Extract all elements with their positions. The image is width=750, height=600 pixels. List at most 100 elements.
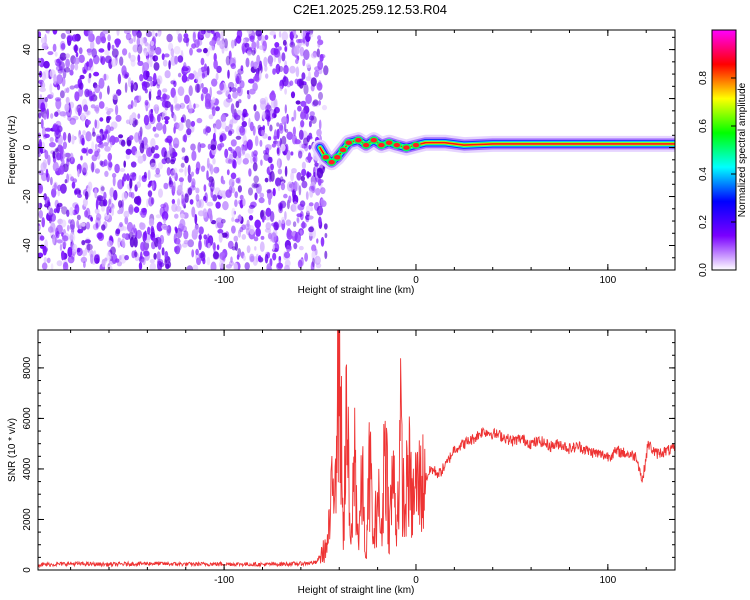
noise-speck: [128, 204, 134, 215]
noise-speck: [109, 126, 114, 132]
colorbar-tick-label: 0.2: [698, 215, 709, 229]
noise-speck: [225, 97, 233, 103]
noise-speck: [249, 121, 254, 132]
noise-speck: [140, 251, 143, 262]
noise-speck: [62, 131, 67, 141]
colorbar-tick-label: 0.4: [698, 167, 709, 181]
noise-speck: [95, 213, 102, 221]
noise-speck: [273, 221, 279, 231]
noise-speck: [100, 36, 107, 44]
noise-speck: [264, 34, 269, 41]
x-tick-label: 100: [600, 575, 617, 586]
noise-speck: [47, 205, 53, 216]
noise-speck: [292, 221, 297, 228]
noise-speck: [103, 191, 107, 200]
noise-speck: [66, 209, 70, 217]
noise-speck: [40, 162, 47, 172]
noise-speck: [320, 187, 326, 195]
noise-speck: [49, 142, 56, 148]
noise-speck: [191, 206, 196, 218]
noise-speck: [195, 187, 200, 194]
noise-speck: [177, 86, 185, 97]
noise-speck: [264, 109, 271, 120]
noise-speck: [154, 133, 160, 138]
noise-speck: [219, 40, 225, 50]
noise-speck: [137, 155, 144, 164]
noise-speck: [91, 48, 97, 58]
spectrogram-marks: [38, 30, 675, 270]
noise-speck: [38, 225, 42, 230]
noise-speck: [101, 205, 105, 212]
noise-speck: [294, 137, 298, 145]
noise-speck: [178, 168, 184, 173]
noise-speck: [308, 230, 314, 237]
noise-speck: [292, 201, 299, 213]
noise-speck: [111, 58, 117, 67]
noise-speck: [279, 124, 284, 134]
noise-speck: [293, 109, 297, 121]
noise-speck: [321, 200, 327, 208]
noise-speck: [39, 94, 43, 101]
noise-speck: [90, 104, 96, 109]
noise-speck: [314, 70, 319, 78]
noise-speck: [242, 134, 247, 146]
noise-speck: [164, 119, 169, 125]
noise-speck: [234, 199, 238, 207]
noise-speck: [90, 39, 95, 51]
noise-speck: [79, 74, 85, 80]
noise-speck: [237, 68, 244, 75]
noise-speck: [170, 104, 174, 113]
noise-speck: [149, 259, 155, 264]
noise-speck: [190, 143, 196, 151]
noise-speck: [157, 31, 161, 37]
noise-speck: [151, 30, 155, 38]
noise-speck: [80, 134, 85, 145]
noise-speck: [96, 195, 104, 201]
noise-speck: [316, 167, 324, 179]
noise-speck: [237, 86, 243, 97]
noise-speck: [101, 224, 106, 231]
noise-speck: [137, 54, 141, 63]
noise-speck: [323, 65, 329, 76]
noise-speck: [164, 70, 171, 79]
noise-speck: [290, 38, 294, 46]
noise-speck: [239, 126, 246, 136]
y-tick-label: 0: [22, 144, 33, 150]
noise-speck: [191, 150, 197, 161]
noise-speck: [200, 165, 206, 172]
noise-speck: [51, 188, 57, 198]
noise-speck: [196, 257, 202, 266]
noise-speck: [118, 134, 124, 139]
noise-speck: [201, 87, 209, 94]
noise-speck: [133, 99, 138, 108]
noise-speck: [219, 142, 225, 148]
signal-blob: [361, 141, 371, 149]
signal-blob: [326, 158, 337, 166]
noise-speck: [77, 229, 84, 234]
noise-speck: [59, 243, 63, 251]
figure-title: C2E1.2025.259.12.53.R04: [293, 2, 447, 17]
noise-speck: [238, 99, 242, 104]
noise-speck: [155, 167, 160, 175]
noise-speck: [241, 234, 247, 240]
noise-speck: [292, 30, 296, 36]
noise-speck: [99, 117, 104, 122]
noise-speck: [127, 104, 133, 110]
noise-speck: [309, 189, 314, 198]
noise-speck: [227, 158, 233, 164]
noise-speck: [316, 255, 321, 264]
noise-speck: [278, 46, 282, 51]
noise-speck: [312, 257, 315, 268]
noise-speck: [54, 148, 59, 153]
noise-speck: [94, 168, 100, 174]
noise-speck: [213, 59, 218, 70]
noise-speck: [50, 213, 56, 222]
noise-speck: [253, 61, 258, 70]
noise-speck: [211, 106, 216, 117]
noise-speck: [39, 87, 46, 93]
noise-speck: [69, 117, 77, 125]
noise-speck: [292, 181, 300, 192]
noise-speck: [248, 204, 255, 209]
noise-speck: [235, 35, 242, 44]
noise-speck: [173, 95, 178, 104]
